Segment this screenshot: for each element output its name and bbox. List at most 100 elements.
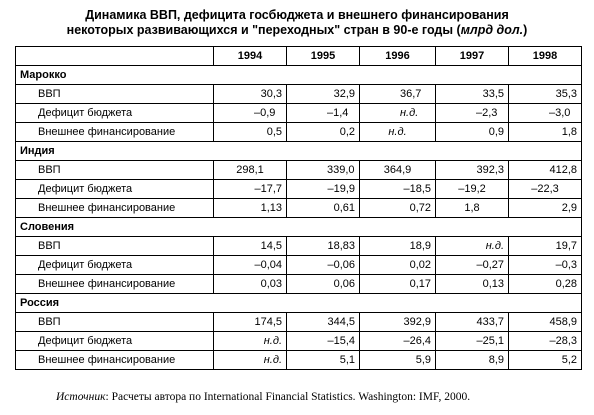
source-note: Источник: Расчеты автора по Internationa… [56, 391, 470, 403]
table-cell: 1,8 [508, 122, 582, 142]
row-label: ВВП [15, 84, 214, 104]
table-cell: 458,9 [508, 312, 582, 332]
country-group-row: Словения [15, 217, 582, 237]
table-cell: 0,06 [286, 274, 360, 294]
table-cell: –18,5 [359, 179, 436, 199]
table-cell: н.д. [359, 122, 436, 142]
row-label: Внешнее финансирование [15, 274, 214, 294]
table-cell: 392,9 [359, 312, 436, 332]
table-cell: 19,7 [508, 236, 582, 256]
title-line-2-text: некоторых развивающихся и "переходных" с… [66, 23, 461, 37]
table-cell: 364,9 [359, 160, 436, 180]
table-row: Дефицит бюджета –0,9 –1,4 н.д. –2,3 –3,0 [15, 103, 582, 123]
table-cell: –0,3 [508, 255, 582, 275]
table-row: Внешнее финансирование 0,5 0,2 н.д. 0,9 1,8 [15, 122, 582, 142]
table-row: ВВП 30,3 32,9 36,7 33,5 35,3 [15, 84, 582, 104]
table-cell: –22,3 [508, 179, 582, 199]
table-cell: 32,9 [286, 84, 360, 104]
table-cell: 174,5 [213, 312, 287, 332]
year-header: 1994 [213, 46, 287, 66]
table-cell: 14,5 [213, 236, 287, 256]
table-cell: 0,17 [359, 274, 436, 294]
table-cell: 35,3 [508, 84, 582, 104]
table-cell: 344,5 [286, 312, 360, 332]
table-cell: 412,8 [508, 160, 582, 180]
table-cell: –25,1 [435, 331, 509, 351]
source-note-text: : Расчеты автора по International Financ… [105, 391, 471, 403]
table-cell: н.д. [213, 350, 287, 370]
country-name: Россия [15, 293, 582, 313]
table-cell: –26,4 [359, 331, 436, 351]
table-row: ВВП 14,5 18,83 18,9 н.д. 19,7 [15, 236, 582, 256]
year-header: 1997 [435, 46, 509, 66]
country-name: Индия [15, 141, 582, 161]
source-note-prefix: Источник [56, 391, 106, 403]
year-header: 1998 [508, 46, 582, 66]
title-line-2-end: ) [523, 23, 528, 37]
table-row: ВВП 298,1 339,0 364,9 392,3 412,8 [15, 160, 582, 180]
country-group-row: Россия [15, 293, 582, 313]
row-label: Внешнее финансирование [15, 122, 214, 142]
table-row: Внешнее финансирование н.д. 5,1 5,9 8,9 5,2 [15, 350, 582, 370]
table-cell: 36,7 [359, 84, 436, 104]
table-cell: 392,3 [435, 160, 509, 180]
row-label: Внешнее финансирование [15, 198, 214, 218]
table-cell: –3,0 [508, 103, 582, 123]
table-cell: 0,13 [435, 274, 509, 294]
table-cell: н.д. [359, 103, 436, 123]
title-line-2: некоторых развивающихся и "переходных" с… [0, 23, 594, 38]
header-corner [15, 46, 214, 66]
country-group-row: Марокко [15, 65, 582, 85]
table-cell: 1,8 [435, 198, 509, 218]
table-cell: –1,4 [286, 103, 360, 123]
year-header: 1995 [286, 46, 360, 66]
table-row: Дефицит бюджета –0,04 –0,06 0,02 –0,27 –0,3 [15, 255, 582, 275]
table-row: Внешнее финансирование 0,03 0,06 0,17 0,13 0,… [15, 274, 582, 294]
table-cell: 298,1 [213, 160, 287, 180]
table-cell: 5,2 [508, 350, 582, 370]
table-cell: 0,9 [435, 122, 509, 142]
table-cell: –0,9 [213, 103, 287, 123]
table-cell: –19,9 [286, 179, 360, 199]
data-table-body: 1994 1995 1996 1997 1998 Марокко ВВП 30,3 3… [15, 46, 582, 370]
table-cell: 339,0 [286, 160, 360, 180]
table-cell: 0,28 [508, 274, 582, 294]
year-header: 1996 [359, 46, 436, 66]
table-cell: 1,13 [213, 198, 287, 218]
table-title: Динамика ВВП, дефицита госбюджета и внеш… [0, 8, 594, 38]
row-label: Дефицит бюджета [15, 331, 214, 351]
country-group-row: Индия [15, 141, 582, 161]
table-cell: 5,1 [286, 350, 360, 370]
table-cell: 0,2 [286, 122, 360, 142]
row-label: Дефицит бюджета [15, 179, 214, 199]
table-cell: –28,3 [508, 331, 582, 351]
table-cell: н.д. [213, 331, 287, 351]
table-cell: 433,7 [435, 312, 509, 332]
table-cell: н.д. [435, 236, 509, 256]
table-row: Внешнее финансирование 1,13 0,61 0,72 1,8 2,9 [15, 198, 582, 218]
table-cell: –0,06 [286, 255, 360, 275]
table-row: Дефицит бюджета –17,7 –19,9 –18,5 –19,2 –22,3 [15, 179, 582, 199]
table-cell: 18,83 [286, 236, 360, 256]
table-cell: 0,5 [213, 122, 287, 142]
row-label: Внешнее финансирование [15, 350, 214, 370]
table-cell: 0,72 [359, 198, 436, 218]
table-cell: 30,3 [213, 84, 287, 104]
row-label: Дефицит бюджета [15, 103, 214, 123]
table-cell: 0,61 [286, 198, 360, 218]
table-cell: 5,9 [359, 350, 436, 370]
header-row: 1994 1995 1996 1997 1998 [15, 46, 582, 66]
title-line-1: Динамика ВВП, дефицита госбюджета и внеш… [85, 8, 509, 22]
table-cell: –0,04 [213, 255, 287, 275]
table-row: Дефицит бюджета н.д. –15,4 –26,4 –25,1 –28,3 [15, 331, 582, 351]
table-cell: 33,5 [435, 84, 509, 104]
row-label: ВВП [15, 160, 214, 180]
table-row: ВВП 174,5 344,5 392,9 433,7 458,9 [15, 312, 582, 332]
country-name: Словения [15, 217, 582, 237]
table-cell: –15,4 [286, 331, 360, 351]
title-unit: млрд дол. [460, 23, 524, 37]
table-cell: 0,02 [359, 255, 436, 275]
table-cell: –0,27 [435, 255, 509, 275]
country-name: Марокко [15, 65, 582, 85]
data-table: 1994 1995 1996 1997 1998 Марокко ВВП 30,3 3… [15, 46, 582, 370]
